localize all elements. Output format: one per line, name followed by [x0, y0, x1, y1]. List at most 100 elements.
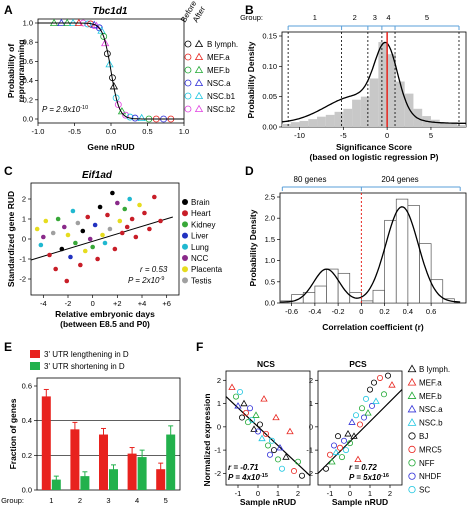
panel-a-point [97, 26, 106, 34]
panel-f-ncs-point [276, 443, 284, 451]
panel-f-legend-label: BJ [419, 432, 428, 441]
panel-f-ncs-point [242, 409, 249, 416]
panel-a-xtick-label: -1.0 [32, 127, 45, 136]
panel-d-left-count: 80 genes [294, 175, 327, 184]
panel-f-legend-label: B lymph. [419, 365, 450, 374]
panel-d-xtick-label: -0.4 [308, 307, 321, 316]
panel-b-bar [282, 123, 291, 127]
panel-f-pcs-title: PCS [349, 359, 367, 369]
panel-label-a: A [4, 3, 13, 17]
panel-c-legend-dot [182, 221, 188, 228]
panel-f-ncs-point [286, 427, 294, 435]
panel-e-bar [41, 396, 51, 490]
panel-f-pcs-point [370, 379, 377, 386]
panel-a-legend-label: NSC.b2 [207, 105, 236, 114]
panel-f-ncs-point [250, 425, 258, 432]
panel-b-group-number: 2 [353, 13, 357, 22]
panel-c-xtick-label: +4 [138, 299, 147, 308]
panel-f-legend-marker [407, 404, 417, 413]
panel-a-legend-label: MEF.a [207, 53, 230, 62]
panel-a-ytick-label: 0.4 [23, 76, 33, 85]
panel-b-bar [317, 116, 326, 127]
panel-f-pcs-point [364, 409, 372, 416]
panel-e-legend-label: 3' UTR shortening in D [44, 362, 125, 371]
panel-f-ncs-title: NCS [257, 359, 275, 369]
panel-d-ylabel: Probability Density [248, 209, 258, 286]
panel-c-legend-label: Testis [191, 276, 211, 285]
panel-f-ncs-point [228, 383, 236, 390]
panel-c-point [41, 234, 46, 240]
panel-a-point [101, 38, 110, 47]
panel-b-bar [290, 122, 300, 127]
panel-e-category-label: 4 [135, 496, 139, 505]
panel-f-pcs-xtick-label: 1 [368, 489, 372, 498]
panel-c-point [75, 220, 81, 226]
panel-c-ytick-label: 1 [22, 215, 26, 224]
panel-c-pvalue: P = 2x10-9 [128, 276, 164, 285]
panel-d-ytick-label: 1.5 [265, 235, 275, 244]
panel-d-bar [314, 285, 327, 304]
panel-a-xtick-label: -0.5 [68, 127, 81, 136]
panel-f-ncs-point [252, 411, 260, 418]
panel-e-bar [127, 453, 137, 490]
panel-c-point [43, 218, 49, 224]
panel-d-bar [419, 243, 432, 304]
panel-f-ncs-point [268, 437, 275, 444]
panel-f-pcs-point [332, 448, 340, 456]
panel-c-ytick-label: 2 [22, 195, 26, 204]
panel-e-ytick-label: 0.0 [22, 486, 32, 495]
panel-a-legend-label: MEF.b [207, 66, 230, 75]
panel-c-title: Eif1ad [82, 170, 113, 181]
panel-e-bar [70, 429, 80, 490]
panel-c-r: r = 0.53 [140, 265, 168, 274]
panel-f-legend-marker [408, 472, 416, 480]
panel-a-legend-triangle [194, 78, 204, 86]
panel-a-legend-triangle [194, 39, 204, 47]
panel-b-xtick-label: -5 [340, 131, 347, 140]
panel-c-xtick-label: +6 [162, 299, 171, 308]
panel-f-ncs-point [266, 451, 273, 458]
panel-label-e: E [4, 340, 12, 354]
panel-c-legend-label: Kidney [191, 220, 215, 229]
panel-c-ytick-label: 0 [22, 235, 26, 244]
panel-c-legend-label: Brain [191, 198, 210, 207]
panel-c-xtick-label: +2 [113, 299, 122, 308]
panel-a-legend-circle [184, 79, 192, 87]
panel-f-pcs-point [384, 372, 391, 379]
panel-f-pcs-point [340, 437, 347, 444]
panel-c-legend-dot [182, 210, 188, 217]
panel-f-pcs-xtick-label: 0 [348, 489, 352, 498]
panel-label-c: C [4, 164, 13, 178]
panel-f-ncs-point [256, 421, 263, 428]
panel-a-xtick-label: 1.0 [179, 127, 189, 136]
panel-f-legend-label: NHDF [419, 472, 441, 481]
panel-f-ncs-point [294, 458, 301, 465]
panel-c-legend-label: Heart [191, 209, 211, 218]
panel-c-point [80, 228, 86, 234]
panel-c-point [59, 246, 65, 252]
panel-f-legend-label: MRC5 [419, 445, 442, 454]
panel-a-xtick-label: 0.0 [106, 127, 116, 136]
panel-f-pcs-xlabel: Sample nRUD [332, 497, 388, 507]
panel-f-pcs-point [388, 381, 396, 388]
panel-b-bar [404, 93, 414, 127]
panel-c-point [119, 230, 125, 236]
panel-e-category-label: 1 [49, 496, 53, 505]
panel-a-ytick-label: 0.0 [23, 115, 33, 124]
panel-f-legend-marker [407, 418, 417, 426]
panel-f-ncs-ytick-label: 0 [217, 422, 221, 431]
panel-b-bar [448, 123, 458, 127]
panel-c-point [62, 224, 67, 230]
panel-d-bar [407, 205, 420, 304]
panel-c-point [124, 224, 130, 230]
panel-c-legend-dot [182, 199, 188, 205]
panel-f-pcs-point [368, 402, 375, 409]
panel-b-bar [360, 96, 370, 127]
panel-f-pcs-xtick-label: 2 [388, 489, 392, 498]
panel-d-xtick-label: 0.6 [426, 307, 436, 316]
panel-c-point [133, 234, 139, 240]
panel-f-legend-marker [408, 485, 416, 494]
panel-f-legend-marker [407, 391, 417, 399]
panel-f-ylabel: Normalized expression [202, 393, 212, 486]
panel-d-xtick-label: 0 [359, 307, 363, 316]
